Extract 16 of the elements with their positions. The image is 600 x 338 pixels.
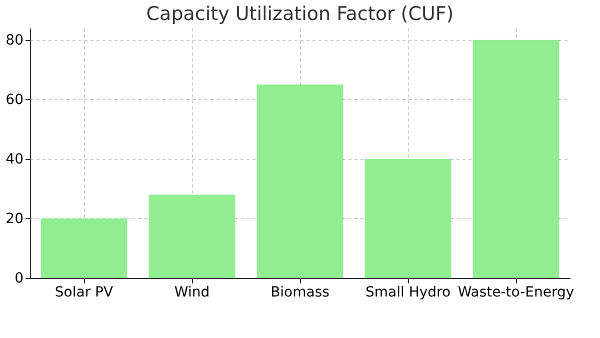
x-tick-label: Waste-to-Energy <box>458 284 574 300</box>
bar <box>40 218 128 278</box>
chart-title: Capacity Utilization Factor (CUF) <box>146 3 454 25</box>
bar <box>364 158 452 278</box>
x-tick-label: Wind <box>174 284 210 300</box>
x-tick-label: Biomass <box>270 284 330 300</box>
x-tick-label: Small Hydro <box>365 284 451 300</box>
y-tick-label: 20 <box>6 210 24 227</box>
y-tick-label: 60 <box>6 92 24 108</box>
bar <box>472 40 560 278</box>
bar <box>256 84 344 278</box>
x-tick-label: Solar PV <box>54 284 114 300</box>
y-tick-label: 40 <box>6 151 24 168</box>
y-tick-label: 0 <box>14 270 24 286</box>
bar <box>148 194 236 278</box>
y-tick-label: 80 <box>6 32 24 48</box>
